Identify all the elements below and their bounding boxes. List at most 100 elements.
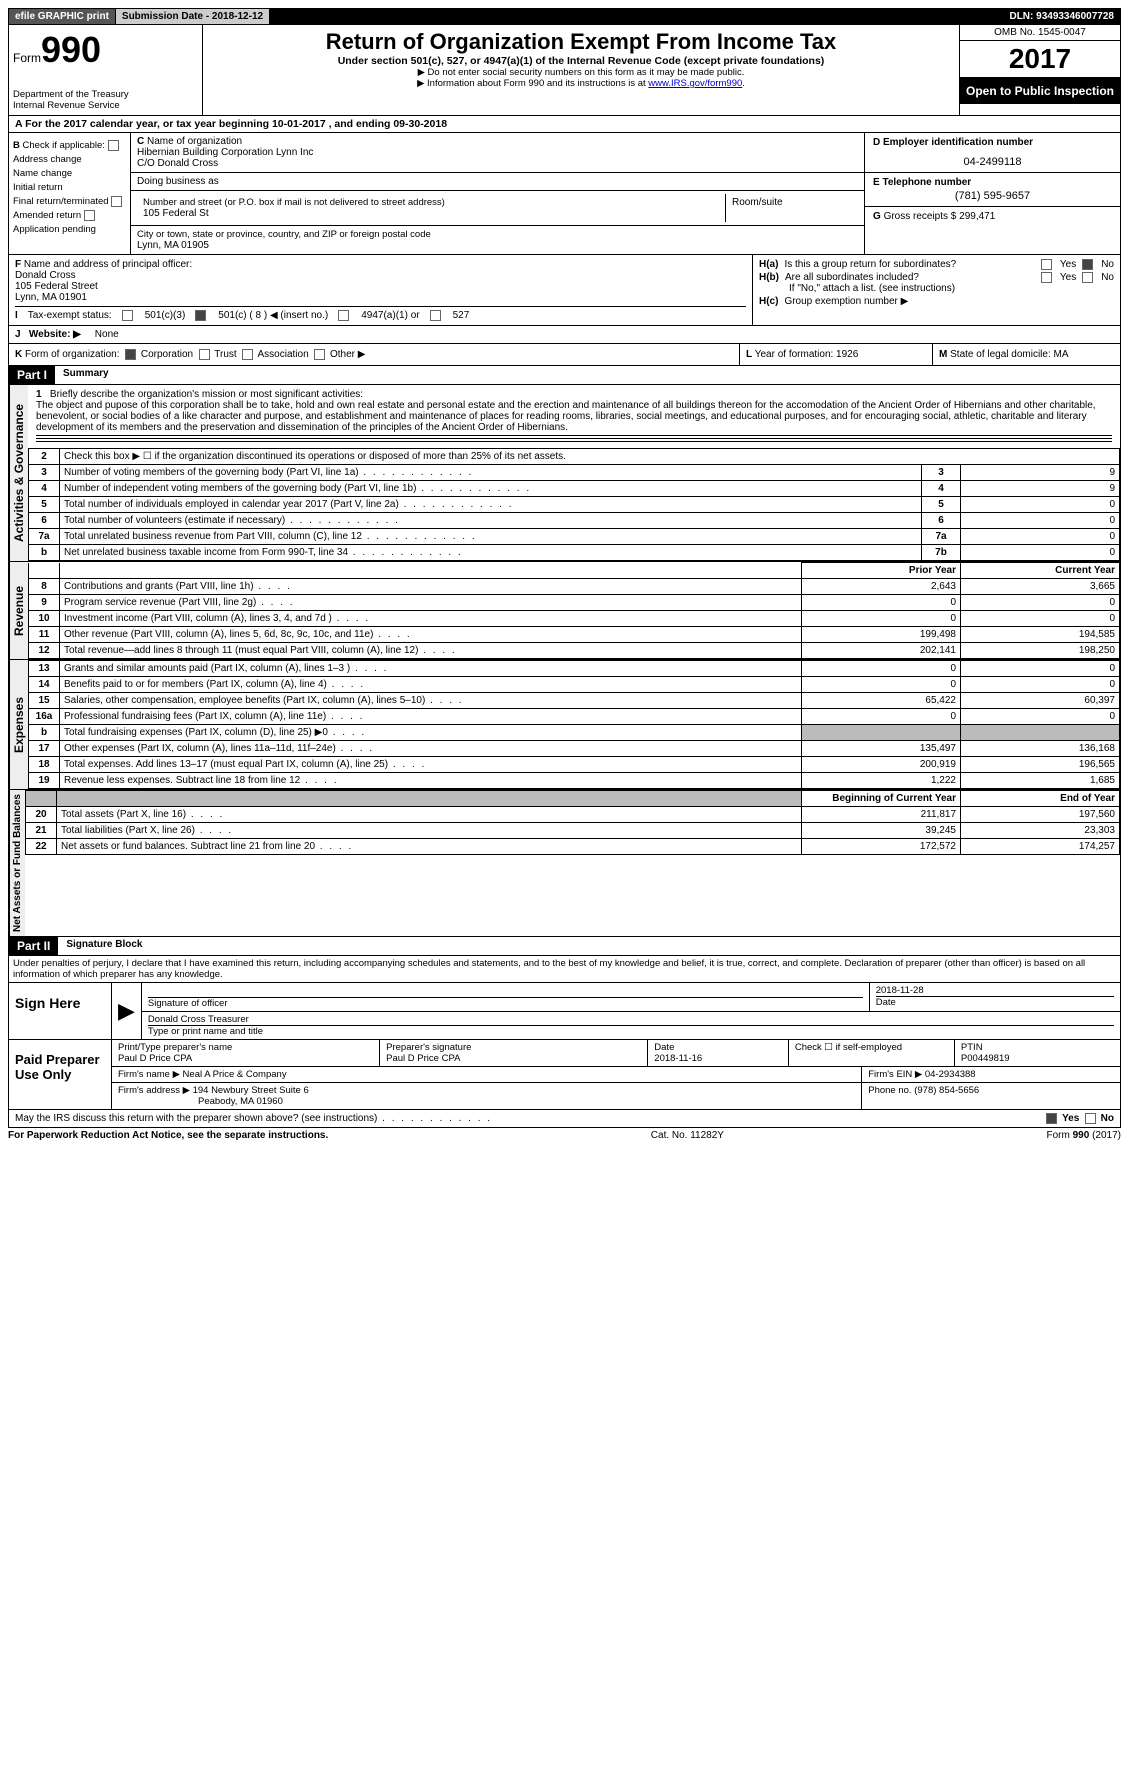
check-pending-label: Application pending xyxy=(13,224,96,235)
check-501c[interactable] xyxy=(195,310,206,321)
line-num: 20 xyxy=(26,807,57,823)
line-value: 9 xyxy=(961,465,1120,481)
section-expenses: Expenses 13Grants and similar amounts pa… xyxy=(8,660,1121,790)
firm-phone: (978) 854-5656 xyxy=(914,1085,979,1096)
b-label: B xyxy=(13,140,20,151)
part2-title: Signature Block xyxy=(58,937,150,955)
prior-value: 0 xyxy=(802,709,961,725)
firm-city: Peabody, MA 01960 xyxy=(198,1096,283,1107)
line-num: 4 xyxy=(29,481,60,497)
org-name-label: Name of organization xyxy=(147,136,242,147)
gross-receipts: Gross receipts $ 299,471 xyxy=(884,211,996,222)
f-label: F xyxy=(15,259,21,270)
part1-title: Summary xyxy=(55,366,117,384)
sign-here-label: Sign Here xyxy=(9,983,112,1039)
discuss-yes[interactable] xyxy=(1046,1113,1057,1124)
footer-990: 990 xyxy=(1073,1130,1090,1141)
revenue-table: Prior YearCurrent Year8Contributions and… xyxy=(28,562,1120,659)
efile-button[interactable]: efile GRAPHIC print xyxy=(9,9,116,24)
hb-yes[interactable] xyxy=(1041,272,1052,283)
527-label: 527 xyxy=(453,310,470,321)
line-num: 9 xyxy=(29,595,60,611)
ha-no[interactable] xyxy=(1082,259,1093,270)
hb-text: Are all subordinates included? xyxy=(785,272,1035,283)
expenses-table: 13Grants and similar amounts paid (Part … xyxy=(28,660,1120,789)
check-amended-label: Amended return xyxy=(13,210,81,221)
section-net-assets: Net Assets or Fund Balances Beginning of… xyxy=(8,790,1121,937)
line-desc: Total liabilities (Part X, line 26) xyxy=(57,823,802,839)
hc-label: H(c) xyxy=(759,296,778,307)
check-501c3[interactable] xyxy=(122,310,133,321)
check-amended[interactable] xyxy=(84,210,95,221)
check-name-change-label: Name change xyxy=(13,168,72,179)
net-assets-table: Beginning of Current YearEnd of Year20To… xyxy=(25,790,1120,855)
prior-value: 211,817 xyxy=(802,807,961,823)
line-value: 0 xyxy=(961,529,1120,545)
state-domicile: State of legal domicile: MA xyxy=(950,349,1068,360)
tab-expenses: Expenses xyxy=(9,660,28,789)
no-label: No xyxy=(1101,259,1114,270)
f-text: Name and address of principal officer: xyxy=(24,259,192,270)
current-year-header: Current Year xyxy=(961,563,1120,579)
line-num: b xyxy=(29,545,60,561)
officer-name: Donald Cross xyxy=(15,270,76,281)
prior-value: 0 xyxy=(802,611,961,627)
form-label: Form xyxy=(13,51,41,65)
tax-year: 2017 xyxy=(960,41,1120,78)
line-num: 19 xyxy=(29,773,60,789)
hb-no[interactable] xyxy=(1082,272,1093,283)
line-ref: 6 xyxy=(922,513,961,529)
prep-sig-label: Preparer's signature xyxy=(386,1042,641,1053)
section-governance: Activities & Governance 1 Briefly descri… xyxy=(8,385,1121,562)
prior-value: 65,422 xyxy=(802,693,961,709)
check-corp[interactable] xyxy=(125,349,136,360)
line-desc: Net unrelated business taxable income fr… xyxy=(60,545,922,561)
line-desc: Grants and similar amounts paid (Part IX… xyxy=(60,661,802,677)
prior-value: 39,245 xyxy=(802,823,961,839)
line-num: 12 xyxy=(29,643,60,659)
line-num: 8 xyxy=(29,579,60,595)
irs-link[interactable]: www.IRS.gov/form990 xyxy=(648,78,742,89)
opt-trust: Trust xyxy=(214,349,236,360)
discuss-no[interactable] xyxy=(1085,1113,1096,1124)
prep-name: Paul D Price CPA xyxy=(118,1053,373,1064)
line-desc: Salaries, other compensation, employee b… xyxy=(60,693,802,709)
check-final[interactable] xyxy=(111,196,122,207)
line-num: 15 xyxy=(29,693,60,709)
phone-value: (781) 595-9657 xyxy=(873,190,1112,202)
yes-label: Yes xyxy=(1060,259,1076,270)
line-desc: Total revenue—add lines 8 through 11 (mu… xyxy=(60,643,802,659)
check-4947[interactable] xyxy=(338,310,349,321)
b-text: Check if applicable: xyxy=(23,140,105,151)
firm-name: Neal A Price & Company xyxy=(183,1069,287,1080)
ein-value: 04-2499118 xyxy=(873,156,1112,168)
i-label: I xyxy=(15,310,18,321)
prior-value: 200,919 xyxy=(802,757,961,773)
check-trust[interactable] xyxy=(199,349,210,360)
line-num: 21 xyxy=(26,823,57,839)
prior-value: 199,498 xyxy=(802,627,961,643)
line-value: 0 xyxy=(961,513,1120,529)
prior-year-header: Prior Year xyxy=(802,563,961,579)
line-num: b xyxy=(29,725,60,741)
prior-value: 0 xyxy=(802,595,961,611)
check-assoc[interactable] xyxy=(242,349,253,360)
declaration-text: Under penalties of perjury, I declare th… xyxy=(8,956,1121,983)
check-applicable[interactable] xyxy=(108,140,119,151)
tab-governance: Activities & Governance xyxy=(9,385,28,561)
footer-cat: Cat. No. 11282Y xyxy=(651,1130,724,1141)
hb-note: If "No," attach a list. (see instruction… xyxy=(789,283,1114,294)
org-city: Lynn, MA 01905 xyxy=(137,240,858,251)
prep-date-label: Date xyxy=(654,1042,782,1053)
check-self-employed[interactable]: Check ☐ if self-employed xyxy=(789,1040,955,1066)
current-value: 1,685 xyxy=(961,773,1120,789)
ha-yes[interactable] xyxy=(1041,259,1052,270)
check-527[interactable] xyxy=(430,310,441,321)
line-desc: Other revenue (Part VIII, column (A), li… xyxy=(60,627,802,643)
dba-label: Doing business as xyxy=(137,176,219,187)
discuss-text: May the IRS discuss this return with the… xyxy=(15,1113,492,1124)
column-d-g: D Employer identification number 04-2499… xyxy=(864,133,1120,254)
column-b-checks: B Check if applicable: Address change Na… xyxy=(9,133,131,254)
check-other[interactable] xyxy=(314,349,325,360)
current-value: 136,168 xyxy=(961,741,1120,757)
